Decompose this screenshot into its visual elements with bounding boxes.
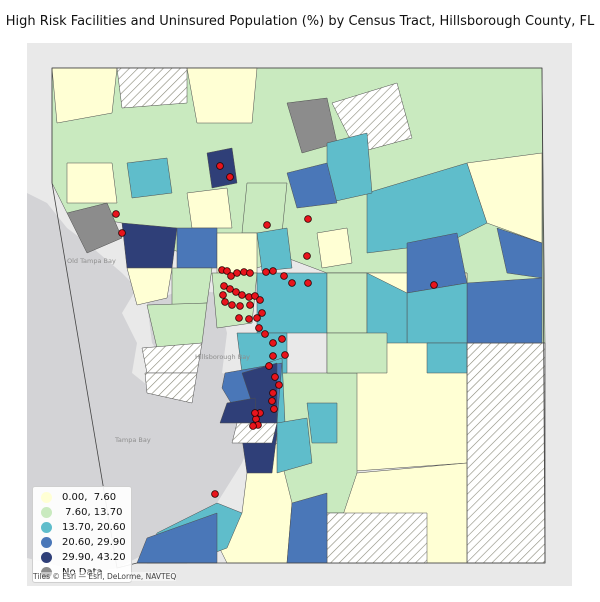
facility-marker[interactable] [253, 314, 261, 322]
facility-marker[interactable] [262, 268, 270, 276]
facility-marker[interactable] [112, 210, 120, 218]
facility-marker[interactable] [268, 397, 276, 405]
legend-swatch [41, 536, 52, 548]
facility-marker[interactable] [245, 315, 253, 323]
facility-marker[interactable] [118, 229, 126, 237]
facility-marker[interactable] [255, 324, 263, 332]
facility-marker[interactable] [303, 252, 311, 260]
water-label-hillsborough-bay: Hillsborough Bay [195, 353, 251, 361]
facility-marker[interactable] [238, 291, 246, 299]
legend-label: 7.60, 13.70 [62, 506, 123, 518]
facility-marker[interactable] [249, 422, 257, 430]
facility-marker[interactable] [278, 335, 286, 343]
facility-marker[interactable] [269, 267, 277, 275]
facility-marker[interactable] [235, 314, 243, 322]
facility-marker[interactable] [251, 409, 259, 417]
choropleth-map[interactable] [27, 43, 572, 586]
facility-marker[interactable] [233, 269, 241, 277]
facility-marker[interactable] [269, 352, 277, 360]
facility-marker[interactable] [251, 292, 259, 300]
map-attribution: Tiles © Esri — Esri, DeLorme, NAVTEQ [33, 572, 177, 581]
facility-marker[interactable] [228, 301, 236, 309]
legend-swatch [41, 491, 52, 503]
facility-marker[interactable] [281, 351, 289, 359]
legend-swatch [41, 551, 52, 563]
legend-item: 29.90, 43.20 [41, 550, 126, 564]
legend-label: 13.70, 20.60 [62, 521, 126, 533]
facility-marker[interactable] [304, 215, 312, 223]
facility-marker[interactable] [226, 173, 234, 181]
facility-marker[interactable] [223, 267, 231, 275]
legend-item: 20.60, 29.90 [41, 535, 126, 549]
water-label-old-tampa-bay: Old Tampa Bay [67, 257, 116, 265]
facility-marker[interactable] [280, 272, 288, 280]
high-risk-facilities-layer [112, 162, 438, 498]
legend-swatch [41, 506, 52, 518]
facility-marker[interactable] [227, 272, 235, 280]
facility-marker[interactable] [211, 490, 219, 498]
legend-swatch [41, 521, 52, 533]
legend-item: 7.60, 13.70 [41, 505, 122, 519]
facility-marker[interactable] [271, 373, 279, 381]
facility-marker[interactable] [430, 281, 438, 289]
legend-item: 0.00, 7.60 [41, 490, 116, 504]
facility-marker[interactable] [221, 298, 229, 306]
basemap-gulf-water [27, 193, 287, 573]
legend-label: 0.00, 7.60 [62, 491, 117, 503]
census-tracts [51, 67, 546, 564]
facility-marker[interactable] [304, 279, 312, 287]
facility-marker[interactable] [236, 302, 244, 310]
facility-marker[interactable] [265, 362, 273, 370]
map-title: High Risk Facilities and Uninsured Popul… [5, 14, 595, 29]
county-outline [51, 67, 546, 569]
facility-marker[interactable] [246, 269, 254, 277]
map-legend: 0.00, 7.60 7.60, 13.70 13.70, 20.60 20.6… [32, 486, 132, 583]
facility-marker[interactable] [246, 301, 254, 309]
facility-marker[interactable] [288, 279, 296, 287]
facility-marker[interactable] [220, 282, 228, 290]
legend-item: 13.70, 20.60 [41, 520, 126, 534]
facility-marker[interactable] [269, 339, 277, 347]
facility-marker[interactable] [270, 405, 278, 413]
facility-marker[interactable] [226, 285, 234, 293]
facility-marker[interactable] [232, 288, 240, 296]
facility-marker[interactable] [261, 330, 269, 338]
facility-marker[interactable] [256, 296, 264, 304]
facility-marker[interactable] [275, 381, 283, 389]
facility-marker[interactable] [219, 291, 227, 299]
map-panel[interactable]: Old Tampa Bay Hillsborough Bay Tampa Bay [27, 43, 572, 586]
legend-label: 20.60, 29.90 [62, 536, 126, 548]
water-label-tampa-bay: Tampa Bay [115, 436, 151, 444]
facility-marker[interactable] [216, 162, 224, 170]
facility-marker[interactable] [269, 389, 277, 397]
facility-marker[interactable] [263, 221, 271, 229]
facility-marker[interactable] [258, 309, 266, 317]
legend-label: 29.90, 43.20 [62, 551, 126, 563]
